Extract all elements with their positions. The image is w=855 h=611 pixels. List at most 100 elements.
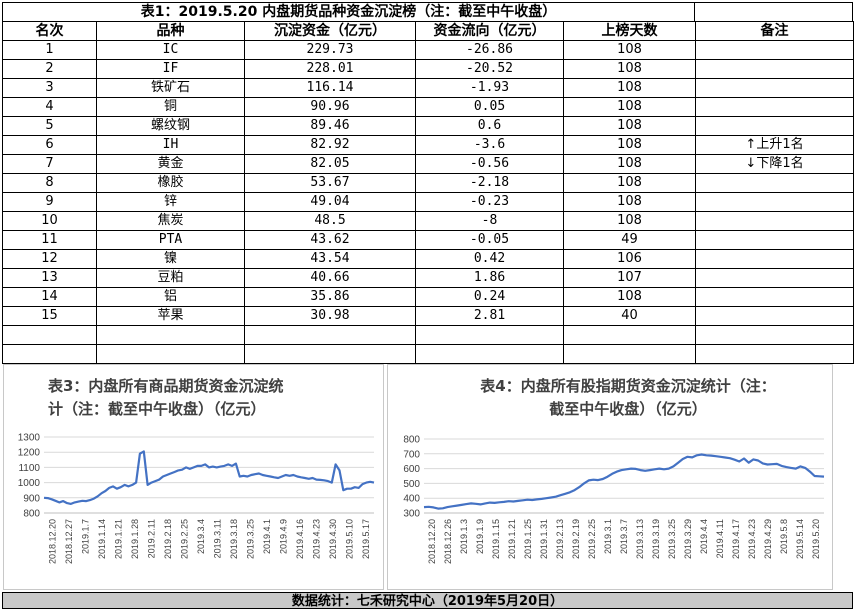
cell-rank: 6 [2, 135, 97, 155]
x-tick-label: 2019.3.13 [635, 519, 645, 559]
table-row: 9 锌 49.04 -0.23 108 [2, 192, 854, 212]
x-tick-label: 2019.5.8 [779, 519, 789, 554]
cell-capital: 82.05 [244, 154, 416, 174]
y-tick-label: 600 [403, 464, 420, 475]
cell-days: 108 [563, 78, 696, 98]
cell-flow [415, 325, 564, 345]
cell-capital: 35.86 [244, 287, 416, 307]
cell-name: 铝 [96, 287, 245, 307]
footer-source: 数据统计：七禾研究中心（2019年5月20日） [2, 592, 853, 609]
table-row: 2 IF 228.01 -20.52 108 [2, 59, 854, 79]
cell-rank: 2 [2, 59, 97, 79]
x-tick-label: 2019.1.3 [459, 519, 469, 554]
x-tick-label: 2019.1.21 [113, 519, 123, 559]
cell-rank: 15 [2, 306, 97, 326]
cell-flow: -0.23 [415, 192, 564, 212]
cell-rank: 9 [2, 192, 97, 212]
cell-flow: 0.42 [415, 249, 564, 269]
cell-capital: 30.98 [244, 306, 416, 326]
cell-days [563, 344, 696, 364]
x-tick-label: 2019.5.17 [361, 519, 371, 559]
cell-rank: 14 [2, 287, 97, 307]
commodity-chart-title: 表3：内盘所有商品期货资金沉淀统 计（注：截至中午收盘）（亿元） [48, 375, 378, 421]
table-body: 1 IC 229.73 -26.86 108 2 IF 228.01 -20.52 108 3 铁矿石… [2, 40, 854, 364]
y-tick-label: 700 [403, 449, 420, 460]
cell-rank: 8 [2, 173, 97, 193]
index-chart-panel: 表4：内盘所有股指期货资金沉淀统计（注： 截至中午收盘）（亿元） 300 400 5… [387, 364, 833, 590]
cell-note [695, 230, 854, 250]
x-tick-label: 2019.3.18 [229, 519, 239, 559]
table-row [2, 344, 854, 364]
arrow-down-icon: ↓ [745, 156, 757, 171]
x-tick-label: 2019.4.30 [328, 519, 338, 559]
series-line [423, 453, 825, 510]
cell-capital: 43.54 [244, 249, 416, 269]
cell-flow: -20.52 [415, 59, 564, 79]
cell-flow: 0.05 [415, 97, 564, 117]
cell-flow: -3.6 [415, 135, 564, 155]
cell-days: 40 [563, 306, 696, 326]
x-tick-label: 2019.3.19 [651, 519, 661, 559]
table-row: 8 橡胶 53.67 -2.18 108 [2, 173, 854, 193]
cell-flow: 1.86 [415, 268, 564, 288]
x-tick-label: 2018.12.27 [64, 519, 74, 564]
x-tick-label: 2019.5.10 [344, 519, 354, 559]
cell-name: 黄金 [96, 154, 245, 174]
cell-note [695, 173, 854, 193]
cell-rank: 7 [2, 154, 97, 174]
capital-ranking-table: 名次 品种 沉淀资金（亿元） 资金流向（亿元） 上榜天数 备注 1 IC 229.7… [2, 21, 854, 364]
table-title: 表1：2019.5.20 内盘期货品种资金沉淀榜（注：截至中午收盘） [2, 2, 695, 21]
series-line [43, 450, 375, 505]
cell-capital: 228.01 [244, 59, 416, 79]
cell-name: 苹果 [96, 306, 245, 326]
table-row: 3 铁矿石 116.14 -1.93 108 [2, 78, 854, 98]
cell-note [695, 59, 854, 79]
cell-note [695, 211, 854, 231]
cell-note [695, 268, 854, 288]
cell-name: 螺纹钢 [96, 116, 245, 136]
cell-rank: 11 [2, 230, 97, 250]
cell-rank: 10 [2, 211, 97, 231]
index-chart-title: 表4：内盘所有股指期货资金沉淀统计（注： 截至中午收盘）（亿元） [428, 375, 828, 421]
x-tick-label: 2019.4.23 [747, 519, 757, 559]
arrow-up-icon: ↑ [745, 137, 757, 152]
x-tick-label: 2019.2.25 [587, 519, 597, 559]
x-tick-label: 2019.3.11 [212, 519, 222, 558]
cell-flow: -0.56 [415, 154, 564, 174]
cell-days: 108 [563, 192, 696, 212]
x-tick-label: 2019.1.31 [539, 519, 549, 559]
x-tick-label: 2019.2.11 [146, 519, 156, 558]
x-tick-label: 2019.4.16 [295, 519, 305, 559]
cell-note [695, 97, 854, 117]
cell-days: 108 [563, 135, 696, 155]
table-row: 13 豆粕 40.66 1.86 107 [2, 268, 854, 288]
cell-days: 108 [563, 173, 696, 193]
table-row: 11 PTA 43.62 -0.05 49 [2, 230, 854, 250]
y-tick-label: 500 [403, 479, 420, 490]
cell-flow: -1.93 [415, 78, 564, 98]
x-tick-label: 2019.1.14 [97, 519, 107, 559]
cell-days: 108 [563, 116, 696, 136]
header-name: 品种 [96, 21, 245, 41]
cell-note: ↓下降1名 [695, 154, 854, 174]
cell-flow: 0.24 [415, 287, 564, 307]
x-tick-label: 2019.3.25 [667, 519, 677, 559]
table-row: 12 镍 43.54 0.42 106 [2, 249, 854, 269]
cell-name [96, 344, 245, 364]
x-tick-label: 2019.4.1 [262, 519, 272, 554]
x-tick-label: 2018.12.20 [47, 519, 57, 564]
cell-rank: 12 [2, 249, 97, 269]
y-tick-label: 1200 [18, 448, 41, 459]
note-header-spacer [695, 2, 853, 21]
cell-name [96, 325, 245, 345]
index-chart: 300 400 500 600 700 800 2018.12.20 2018.12.26 20… [403, 435, 825, 564]
x-tick-label: 2019.4.29 [763, 519, 773, 559]
cell-note [695, 306, 854, 326]
cell-note [695, 192, 854, 212]
x-tick-label: 2019.3.25 [245, 519, 255, 559]
cell-rank: 5 [2, 116, 97, 136]
x-tick-label: 2019.1.28 [130, 519, 140, 559]
cell-days: 107 [563, 268, 696, 288]
y-tick-label: 400 [403, 494, 420, 505]
cell-name: 焦炭 [96, 211, 245, 231]
